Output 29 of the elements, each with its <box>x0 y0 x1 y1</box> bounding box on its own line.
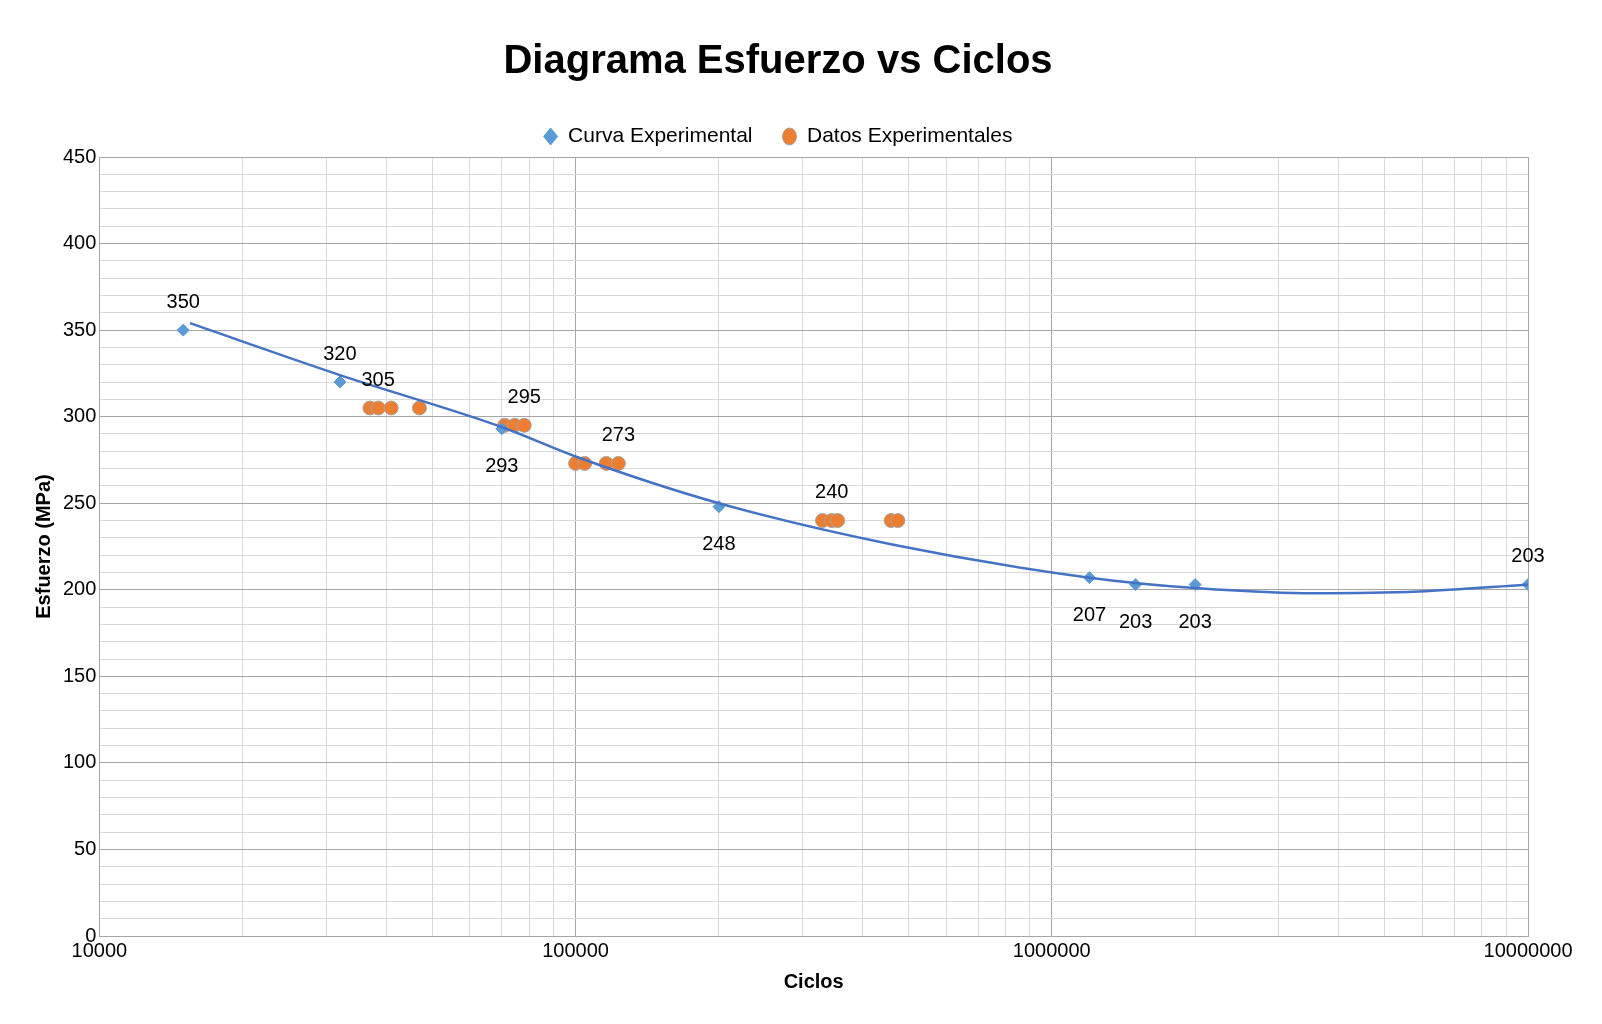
data-label: 293 <box>485 454 519 477</box>
data-label: 240 <box>815 480 849 503</box>
data-label: 248 <box>702 532 736 555</box>
y-tick-label: 200 <box>62 577 97 600</box>
x-tick-label: 10000000 <box>1483 938 1573 961</box>
data-label: 203 <box>1511 544 1545 567</box>
data-label: 203 <box>1118 610 1153 633</box>
y-tick-label: 150 <box>62 663 97 686</box>
chart-title: Diagrama Esfuerzo vs Ciclos <box>503 37 1053 82</box>
y-tick-label: 50 <box>74 836 97 859</box>
data-label: 295 <box>507 384 541 407</box>
y-tick-label: 300 <box>62 404 97 427</box>
x-tick-label: 100000 <box>542 938 609 961</box>
data-label: 203 <box>1178 610 1212 633</box>
data-label: 350 <box>166 289 200 312</box>
legend-label: Curva Experimental <box>568 123 753 147</box>
y-tick-label: 100 <box>62 750 97 773</box>
data-label: 305 <box>361 367 395 390</box>
data-label: 207 <box>1072 603 1107 626</box>
y-tick-label: 350 <box>62 317 97 340</box>
x-tick-label: 1000000 <box>1012 938 1091 961</box>
y-tick-label: 450 <box>62 144 97 167</box>
data-label: 320 <box>323 341 357 364</box>
y-tick-label: 250 <box>62 490 97 513</box>
x-axis-title: Ciclos <box>783 969 844 992</box>
y-axis-title: Esfuerzo (MPa) <box>31 474 54 619</box>
data-label: 273 <box>601 422 636 445</box>
y-tick-label: 400 <box>62 231 97 254</box>
legend-label: Datos Experimentales <box>806 123 1013 147</box>
